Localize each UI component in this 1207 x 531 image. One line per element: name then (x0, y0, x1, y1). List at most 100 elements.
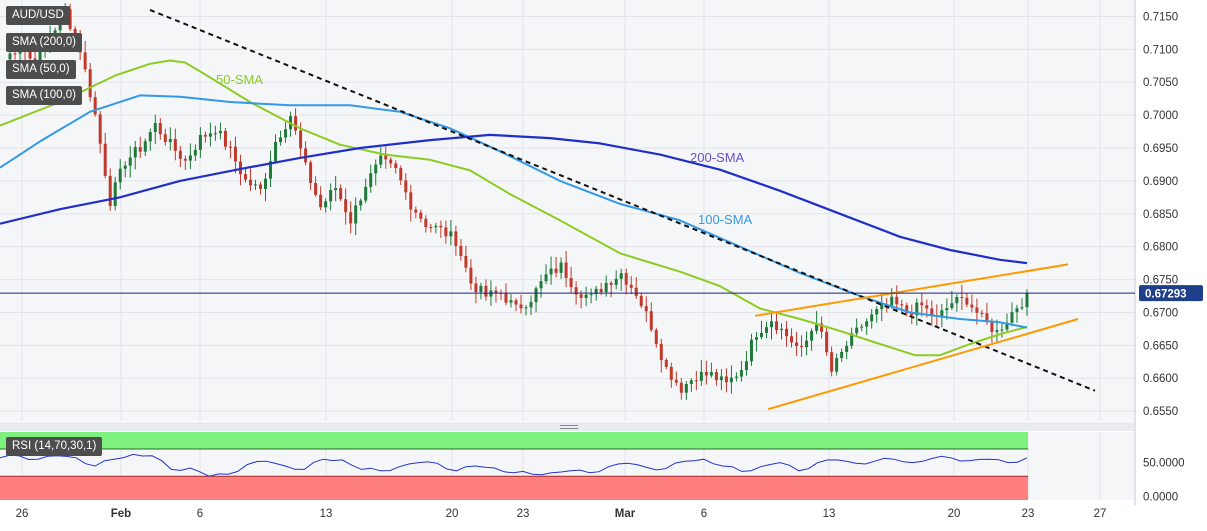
candle-body (950, 303, 954, 309)
channel-line-1 (754, 263, 1069, 317)
candle-body (649, 311, 653, 330)
candle-body (800, 345, 804, 348)
x-tick-label: 26 (16, 508, 29, 520)
candle-body (108, 175, 112, 206)
candle-body (329, 190, 333, 202)
legend-sma200[interactable]: SMA (200,0) (6, 33, 82, 52)
candle-body (840, 352, 844, 359)
candle-body (148, 132, 152, 142)
x-tick-label: 23 (517, 508, 530, 520)
candle-body (744, 361, 748, 371)
candle-body (564, 262, 568, 279)
candle-body (429, 227, 433, 229)
candle-body (995, 330, 999, 332)
x-tick-label: 6 (197, 508, 203, 520)
candle-body (790, 336, 794, 343)
candle-body (900, 304, 904, 306)
candle-body (729, 377, 733, 383)
candle-body (795, 342, 799, 346)
candle-body (238, 161, 242, 175)
y-tick-label: 0.6700 (1143, 307, 1178, 319)
candle-body (770, 321, 773, 328)
candle-body (73, 28, 77, 37)
candle-body (724, 376, 728, 383)
candle-body (279, 137, 283, 143)
candle-body (103, 143, 107, 176)
candle-body (830, 352, 834, 372)
candle-body (639, 295, 643, 307)
candle-body (579, 294, 583, 298)
candle-body (88, 69, 92, 98)
candle-body (664, 360, 668, 367)
candle-body (825, 331, 829, 353)
candle-body (599, 288, 603, 293)
x-tick-label: Mar (615, 508, 636, 520)
candle-body (128, 157, 132, 166)
x-tick-label: 23 (1022, 508, 1035, 520)
candle-body (529, 302, 533, 308)
candle-body (178, 150, 182, 159)
candle-body (684, 383, 688, 393)
legend-sma100[interactable]: SMA (100,0) (6, 86, 82, 105)
candle-body (173, 138, 177, 151)
candle-body (810, 330, 814, 341)
candle-body (479, 285, 483, 293)
sma200-line (0, 133, 1028, 265)
candle-body (965, 297, 969, 305)
candle-body (930, 308, 934, 316)
candle-body (274, 142, 278, 162)
candle-body (945, 308, 949, 311)
candle-body (13, 53, 17, 55)
candle-body (554, 268, 558, 273)
candle-body (143, 141, 147, 152)
candle-body (294, 116, 298, 131)
rsi-overbought-zone (0, 432, 1028, 449)
candle-body (920, 302, 924, 306)
current-price-label: 0.67293 (1145, 289, 1187, 301)
candle-body (609, 282, 613, 285)
candle-body (629, 284, 633, 288)
resistance-trendline (149, 8, 1096, 392)
candle-body (208, 133, 212, 137)
sma50-line (0, 59, 1028, 357)
candle-body (163, 134, 167, 143)
rsi-label[interactable]: RSI (14,70,30,1) (6, 437, 103, 456)
candle-body (714, 372, 718, 381)
candle-body (364, 186, 368, 201)
y-tick-label: 0.7050 (1143, 77, 1178, 89)
candle-body (213, 133, 217, 135)
candle-body (1000, 329, 1004, 331)
candle-body (384, 155, 388, 160)
candle-body (699, 371, 703, 381)
candle-body (379, 155, 383, 165)
y-tick-label: 0.6800 (1143, 242, 1178, 254)
candle-body (815, 323, 819, 331)
y-tick-label: 0.7100 (1143, 44, 1178, 56)
candle-body (223, 130, 227, 147)
candle-body (604, 282, 608, 293)
candle-body (83, 52, 87, 70)
candle-body (153, 122, 157, 133)
candle-body (905, 305, 909, 314)
candle-body (314, 182, 318, 195)
candle-body (494, 290, 498, 293)
candle-body (659, 343, 663, 361)
candle-body (188, 155, 192, 161)
candle-body (439, 225, 443, 228)
candle-body (93, 97, 97, 115)
legend-sma50[interactable]: SMA (50,0) (6, 60, 76, 79)
candle-body (374, 164, 378, 174)
candle-body (474, 283, 478, 293)
candle-body (870, 314, 874, 322)
candle-body (709, 372, 713, 376)
x-tick-label: 20 (948, 508, 961, 520)
candle-body (775, 321, 779, 331)
candle-body (734, 376, 738, 378)
candle-body (679, 382, 683, 393)
candle-body (394, 163, 398, 169)
candle-body (880, 304, 884, 310)
candle-body (539, 281, 543, 289)
symbol-label[interactable]: AUD/USD (6, 6, 70, 25)
candle-body (123, 165, 127, 169)
